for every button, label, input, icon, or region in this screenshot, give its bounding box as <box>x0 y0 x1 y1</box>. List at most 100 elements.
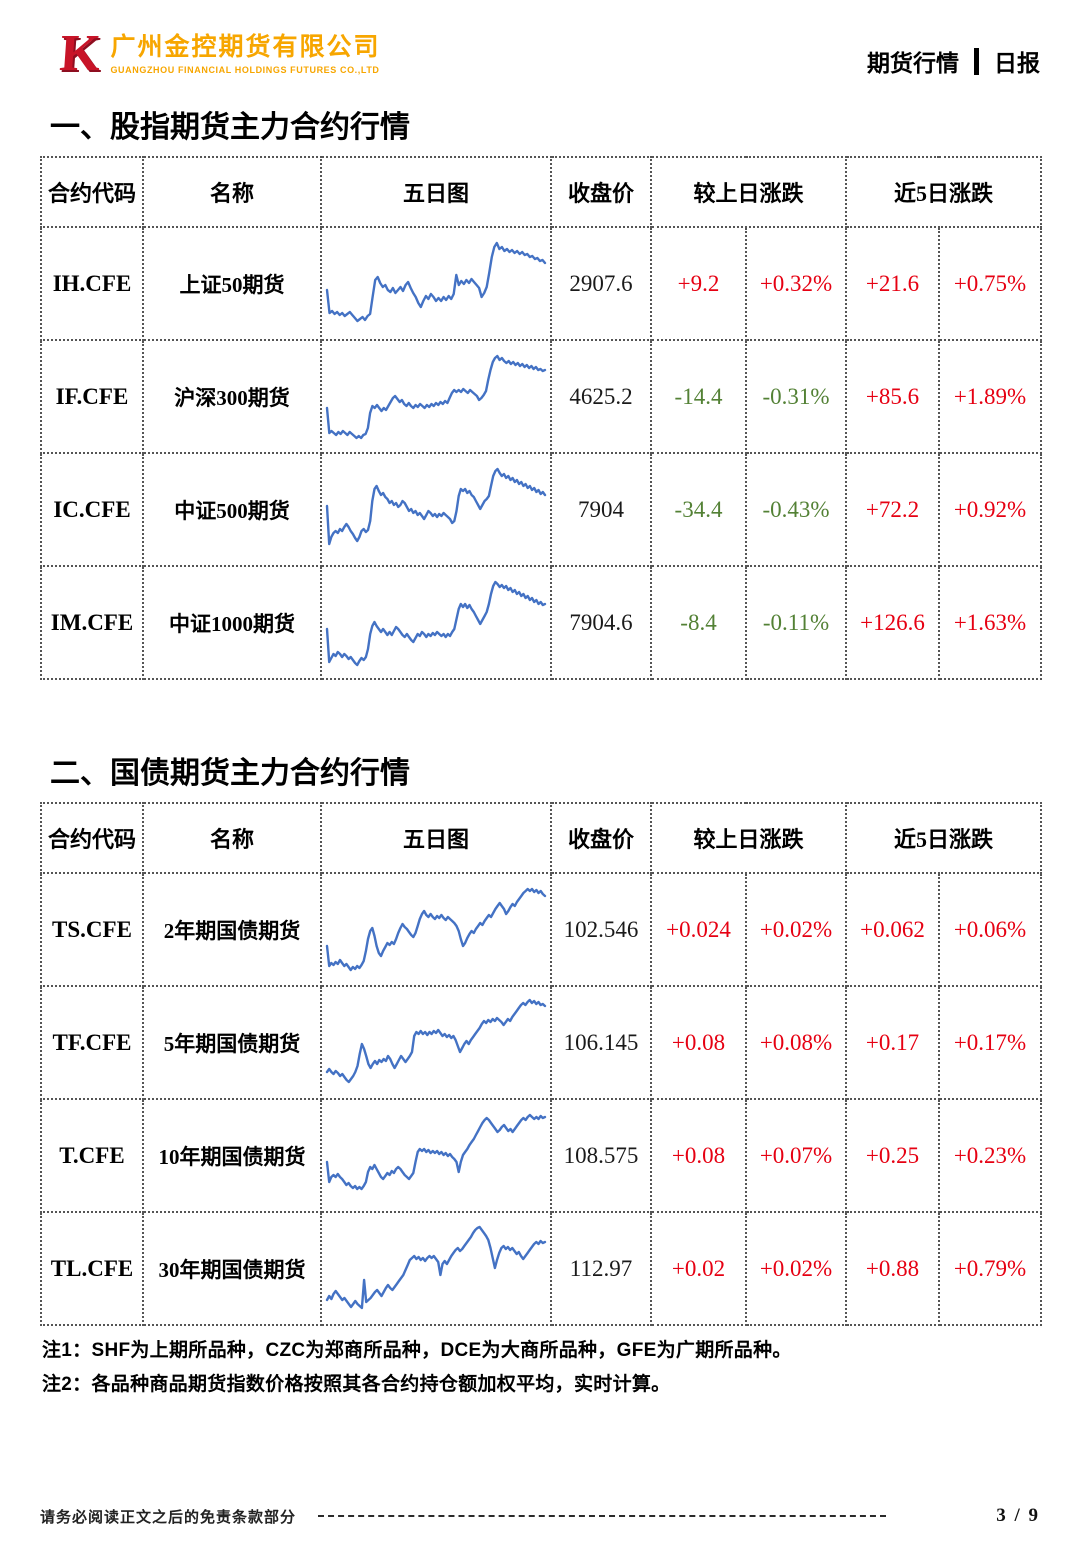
column-header: 收盘价 <box>550 802 652 874</box>
table-row: T.CFE 10年期国债期货 108.575 +0.08 +0.07% +0.25 +0.2… <box>40 1098 1043 1213</box>
column-header: 较上日涨跌 <box>649 156 848 228</box>
contract-code-cell: IC.CFE <box>40 452 144 567</box>
column-header: 名称 <box>142 802 322 874</box>
company-logo: K 广州金控期货有限公司 GUANGZHOU FINANCIAL HOLDING… <box>58 25 380 82</box>
day-change-cell: -14.4 <box>650 339 747 454</box>
day-change-cell: -34.4 <box>650 452 747 567</box>
five-day-change-cell: +0.17 <box>845 985 941 1100</box>
five-day-change-pct-cell: +1.89% <box>938 339 1043 454</box>
disclaimer-text: 请务必阅读正文之后的免责条款部分 <box>40 1508 297 1526</box>
contract-code-cell: TF.CFE <box>40 985 144 1100</box>
contract-code-cell: IM.CFE <box>40 565 144 680</box>
separator-bar <box>974 47 979 75</box>
contract-name-cell: 5年期国债期货 <box>142 985 322 1100</box>
table-header-row: 合约代码 名称 五日图 收盘价 较上日涨跌 近5日涨跌 <box>40 156 1043 228</box>
column-header: 合约代码 <box>40 156 144 228</box>
day-change-pct-cell: +0.02% <box>744 872 848 987</box>
day-change-cell: +0.02 <box>650 1211 747 1326</box>
close-price-cell: 7904.6 <box>550 565 652 680</box>
day-change-pct-cell: +0.07% <box>744 1098 848 1213</box>
column-header: 名称 <box>142 156 322 228</box>
sparkline-cell <box>320 1098 552 1213</box>
day-change-cell: +0.024 <box>650 872 747 987</box>
contract-name-cell: 中证500期货 <box>142 452 322 567</box>
day-change-pct-cell: +0.08% <box>744 985 848 1100</box>
five-day-sparkline <box>325 241 547 323</box>
close-price-cell: 112.97 <box>550 1211 652 1326</box>
sparkline-cell <box>320 985 552 1100</box>
close-price-cell: 102.546 <box>550 872 652 987</box>
table-header-row: 合约代码 名称 五日图 收盘价 较上日涨跌 近5日涨跌 <box>40 802 1043 874</box>
day-change-pct-cell: +0.32% <box>744 226 848 341</box>
report-category: 期货行情 <box>867 51 959 76</box>
five-day-change-pct-cell: +0.75% <box>938 226 1043 341</box>
section-title-index-futures: 一、股指期货主力合约行情 <box>50 111 410 144</box>
five-day-sparkline <box>325 467 547 546</box>
table-row: IC.CFE 中证500期货 7904 -34.4 -0.43% +72.2 +0.92% <box>40 452 1043 567</box>
table-row: TF.CFE 5年期国债期货 106.145 +0.08 +0.08% +0.17 +0.1… <box>40 985 1043 1100</box>
five-day-change-pct-cell: +1.63% <box>938 565 1043 680</box>
contract-name-cell: 30年期国债期货 <box>142 1211 322 1326</box>
column-header: 近5日涨跌 <box>845 802 1043 874</box>
day-change-cell: +9.2 <box>650 226 747 341</box>
sparkline-cell <box>320 226 552 341</box>
five-day-change-cell: +126.6 <box>845 565 941 680</box>
five-day-sparkline <box>325 1225 547 1310</box>
column-header: 五日图 <box>320 802 552 874</box>
sparkline-cell <box>320 1211 552 1326</box>
day-change-pct-cell: -0.43% <box>744 452 848 567</box>
contract-code-cell: IF.CFE <box>40 339 144 454</box>
five-day-change-pct-cell: +0.79% <box>938 1211 1043 1326</box>
contract-name-cell: 中证1000期货 <box>142 565 322 680</box>
close-price-cell: 7904 <box>550 452 652 567</box>
five-day-change-pct-cell: +0.06% <box>938 872 1043 987</box>
logo-text: 广州金控期货有限公司 GUANGZHOU FINANCIAL HOLDINGS … <box>110 30 380 75</box>
five-day-sparkline <box>325 998 547 1084</box>
page-number: 3 / 9 <box>996 1505 1040 1526</box>
column-header: 近5日涨跌 <box>845 156 1043 228</box>
contract-name-cell: 2年期国债期货 <box>142 872 322 987</box>
logo-k-icon: K <box>58 25 103 82</box>
day-change-cell: +0.08 <box>650 1098 747 1213</box>
five-day-change-pct-cell: +0.23% <box>938 1098 1043 1213</box>
column-header: 收盘价 <box>550 156 652 228</box>
table-row: TL.CFE 30年期国债期货 112.97 +0.02 +0.02% +0.88 +0.7… <box>40 1211 1043 1326</box>
close-price-cell: 2907.6 <box>550 226 652 341</box>
sparkline-cell <box>320 565 552 680</box>
sparkline-cell <box>320 339 552 454</box>
column-header: 合约代码 <box>40 802 144 874</box>
page-footer: 请务必阅读正文之后的免责条款部分 3 / 9 <box>40 1505 1040 1527</box>
five-day-change-cell: +85.6 <box>845 339 941 454</box>
day-change-pct-cell: -0.11% <box>744 565 848 680</box>
five-day-change-cell: +0.25 <box>845 1098 941 1213</box>
page-header: K 广州金控期货有限公司 GUANGZHOU FINANCIAL HOLDING… <box>58 25 1040 88</box>
table-row: TS.CFE 2年期国债期货 102.546 +0.024 +0.02% +0.062 +0… <box>40 872 1043 987</box>
table-row: IH.CFE 上证50期货 2907.6 +9.2 +0.32% +21.6 +0.75% <box>40 226 1043 341</box>
report-page: K 广州金控期货有限公司 GUANGZHOU FINANCIAL HOLDING… <box>0 25 1080 1557</box>
bond-futures-table: 合约代码 名称 五日图 收盘价 较上日涨跌 近5日涨跌 TS.CFE 2年期国债期货 102.… <box>40 802 1043 1326</box>
footnote-2: 注2：各品种商品期货指数价格按照其各合约持仓额加权平均，实时计算。 <box>42 1374 671 1395</box>
five-day-change-pct-cell: +0.92% <box>938 452 1043 567</box>
contract-code-cell: T.CFE <box>40 1098 144 1213</box>
five-day-change-pct-cell: +0.17% <box>938 985 1043 1100</box>
day-change-pct-cell: +0.02% <box>744 1211 848 1326</box>
day-change-cell: -8.4 <box>650 565 747 680</box>
contract-name-cell: 沪深300期货 <box>142 339 322 454</box>
close-price-cell: 106.145 <box>550 985 652 1100</box>
table-row: IM.CFE 中证1000期货 7904.6 -8.4 -0.11% +126.6 +1.6… <box>40 565 1043 680</box>
five-day-sparkline <box>325 887 547 972</box>
sparkline-cell <box>320 452 552 567</box>
close-price-cell: 4625.2 <box>550 339 652 454</box>
five-day-sparkline <box>325 580 547 667</box>
footnote-1: 注1：SHF为上期所品种，CZC为郑商所品种，DCE为大商所品种，GFE为广期所… <box>42 1340 792 1361</box>
sparkline-cell <box>320 872 552 987</box>
contract-name-cell: 10年期国债期货 <box>142 1098 322 1213</box>
contract-code-cell: TL.CFE <box>40 1211 144 1326</box>
five-day-change-cell: +0.88 <box>845 1211 941 1326</box>
close-price-cell: 108.575 <box>550 1098 652 1213</box>
report-frequency: 日报 <box>994 51 1040 76</box>
day-change-cell: +0.08 <box>650 985 747 1100</box>
five-day-change-cell: +0.062 <box>845 872 941 987</box>
contract-name-cell: 上证50期货 <box>142 226 322 341</box>
table-row: IF.CFE 沪深300期货 4625.2 -14.4 -0.31% +85.6 +1.89… <box>40 339 1043 454</box>
